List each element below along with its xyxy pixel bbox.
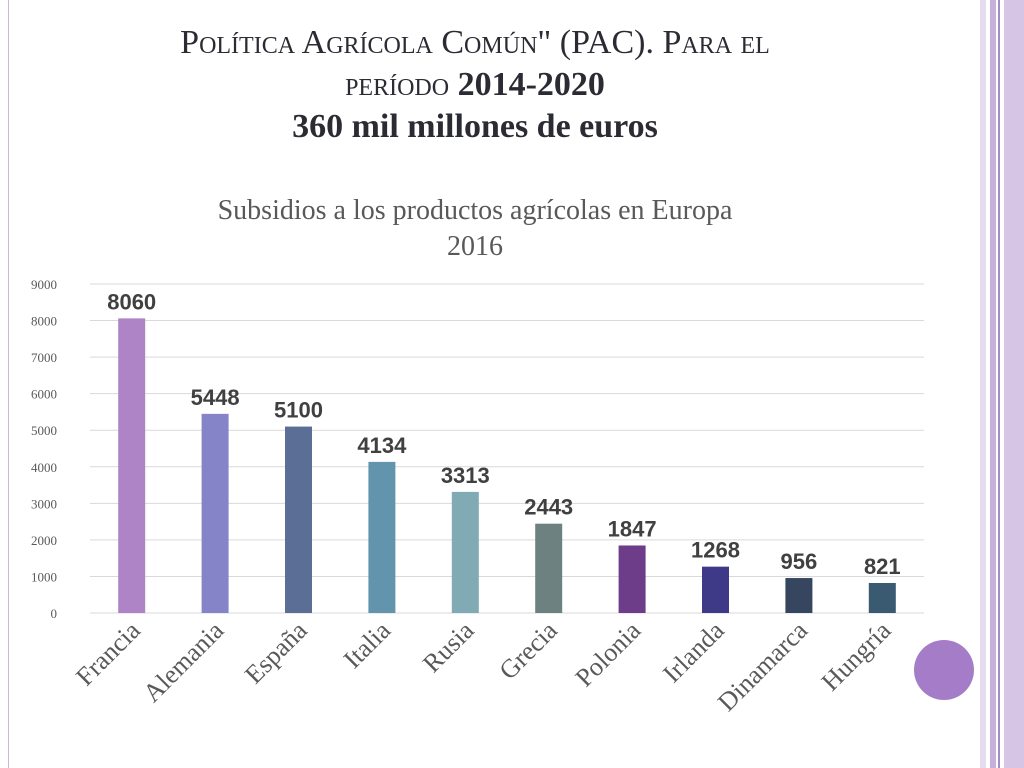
slide-title: Política Agrícola Común" (PAC). Para el …	[40, 22, 910, 148]
x-tick-label: Grecia	[493, 615, 563, 685]
data-label: 956	[781, 549, 818, 574]
x-tick-label: Italia	[338, 615, 397, 674]
bar-alemania	[201, 413, 229, 613]
y-tick-label: 7000	[31, 350, 57, 365]
bar-dinamarca	[785, 578, 813, 613]
slide-title-line-3: 360 mil millones de euros	[292, 108, 658, 145]
data-label: 2443	[524, 495, 573, 520]
data-label: 5448	[191, 385, 240, 410]
bar-italia	[368, 461, 396, 613]
bar-hungría	[868, 582, 896, 613]
data-label: 1847	[608, 516, 657, 541]
y-tick-label: 4000	[31, 460, 57, 475]
right-decorative-stripes	[980, 0, 1024, 768]
y-tick-label: 8000	[31, 314, 57, 329]
x-tick-label: Irlanda	[657, 615, 730, 688]
y-tick-label: 5000	[31, 423, 57, 438]
left-border-line	[8, 0, 9, 768]
bar-españa	[285, 426, 312, 613]
y-tick-label: 6000	[31, 387, 57, 402]
data-label: 8060	[107, 289, 156, 314]
slide-title-line-1: Política Agrícola Común" (PAC). Para el	[180, 24, 770, 61]
slide-title-period: período	[345, 66, 458, 103]
data-label: 821	[864, 554, 901, 579]
x-tick-label: Alemania	[137, 615, 229, 707]
bar-rusia	[451, 491, 479, 613]
chart-subtitle-text: 2016	[447, 231, 503, 262]
data-label: 3313	[441, 463, 490, 488]
slide-title-years: 2014-2020	[457, 66, 605, 103]
x-tick-label: Francia	[70, 615, 146, 691]
x-tick-label: Hungría	[816, 615, 897, 696]
x-tick-label: Dinamarca	[712, 615, 813, 716]
data-label: 5100	[274, 398, 323, 423]
x-tick-label: Polonia	[570, 615, 647, 692]
slide-title-line-2: período 2014-2020	[40, 64, 910, 106]
y-tick-label: 0	[51, 606, 58, 621]
y-tick-label: 9000	[31, 277, 57, 292]
data-label: 4134	[357, 433, 407, 458]
chart-title: Subsidios a los productos agrícolas en E…	[70, 193, 880, 265]
y-tick-label: 2000	[31, 533, 57, 548]
y-tick-label: 3000	[31, 496, 57, 511]
bar-irlanda	[702, 566, 729, 613]
bar-grecia	[535, 523, 563, 613]
x-tick-label: Rusia	[417, 615, 480, 678]
bar-polonia	[618, 545, 646, 613]
decorative-circle	[914, 640, 974, 700]
chart-title-text: Subsidios a los productos agrícolas en E…	[217, 195, 733, 226]
x-tick-label: España	[239, 615, 313, 689]
bar-francia	[118, 318, 146, 613]
data-label: 1268	[691, 538, 740, 563]
y-tick-label: 1000	[31, 569, 57, 584]
